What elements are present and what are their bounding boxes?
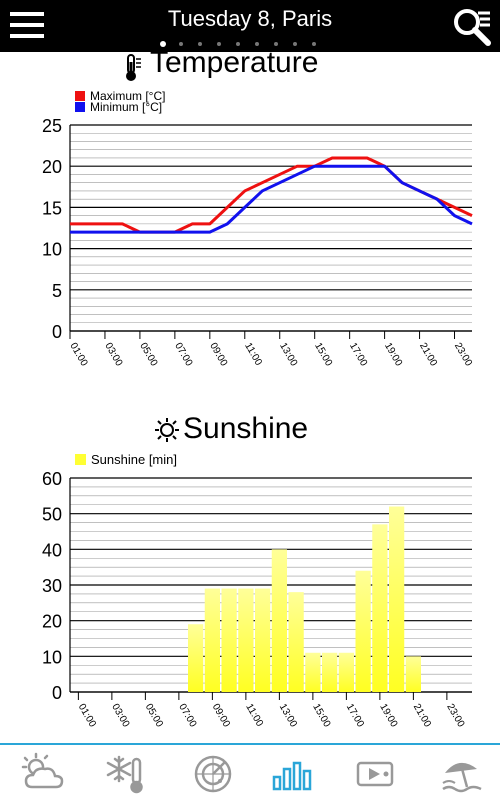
legend-label-min: Minimum [°C] bbox=[90, 100, 162, 114]
x-tick-label: 05:00 bbox=[137, 341, 159, 369]
page-dot bbox=[274, 42, 278, 46]
x-tick-label: 11:00 bbox=[242, 341, 264, 368]
x-tick-label: 09:00 bbox=[207, 341, 229, 369]
y-tick-label: 15 bbox=[42, 198, 62, 218]
x-tick-label: 13:00 bbox=[277, 702, 299, 730]
x-tick-label: 15:00 bbox=[312, 341, 334, 369]
sunshine-bar bbox=[221, 588, 237, 692]
page-dot bbox=[160, 41, 166, 47]
legend-swatch-sunshine bbox=[75, 454, 86, 465]
x-tick-label: 07:00 bbox=[176, 702, 198, 730]
x-tick-label: 05:00 bbox=[143, 702, 165, 730]
page-title: Tuesday 8, Paris bbox=[167, 6, 333, 31]
sun-icon bbox=[155, 418, 179, 442]
sunshine-bar bbox=[389, 506, 405, 692]
nav-weather-icon[interactable] bbox=[18, 751, 68, 797]
sunshine-bar bbox=[288, 592, 304, 692]
y-tick-label: 10 bbox=[42, 240, 62, 260]
y-tick-label: 50 bbox=[42, 505, 62, 525]
y-tick-label: 5 bbox=[52, 281, 62, 301]
menu-icon[interactable] bbox=[10, 10, 44, 40]
series-line-maximum bbox=[70, 156, 473, 234]
top-bar: Tuesday 8, Paris bbox=[0, 0, 500, 52]
y-tick-label: 40 bbox=[42, 540, 62, 560]
y-tick-label: 0 bbox=[52, 322, 62, 342]
legend-swatch-max bbox=[75, 91, 85, 101]
sunshine-bar bbox=[204, 588, 220, 692]
x-tick-label: 11:00 bbox=[243, 702, 265, 729]
legend-swatch-min bbox=[75, 102, 85, 112]
page-dot bbox=[236, 42, 240, 46]
x-tick-label: 01:00 bbox=[76, 702, 98, 730]
y-tick-label: 0 bbox=[52, 683, 62, 703]
x-tick-label: 13:00 bbox=[277, 341, 299, 369]
sunshine-bar bbox=[322, 652, 338, 692]
nav-bar-chart-icon[interactable] bbox=[268, 751, 318, 797]
y-tick-label: 20 bbox=[42, 157, 62, 177]
legend-label-sunshine: Sunshine [min] bbox=[91, 452, 177, 467]
sunshine-title: Sunshine bbox=[183, 412, 309, 445]
sunshine-bar bbox=[255, 588, 271, 692]
x-tick-label: 19:00 bbox=[382, 341, 404, 369]
x-tick-label: 01:00 bbox=[67, 341, 89, 369]
temperature-title: Temperature bbox=[150, 46, 319, 79]
search-icon[interactable] bbox=[452, 6, 492, 46]
x-tick-label: 23:00 bbox=[444, 702, 466, 730]
x-tick-label: 21:00 bbox=[411, 702, 433, 730]
sunshine-bar bbox=[271, 549, 287, 692]
sunshine-bar bbox=[405, 656, 421, 692]
x-tick-label: 07:00 bbox=[172, 341, 194, 369]
sunshine-chart: 0 10 20 30 40 50 60 01:00 03:00 05:00 07:00 09:00 11… bbox=[42, 452, 472, 730]
y-tick-label: 25 bbox=[42, 116, 62, 136]
sunshine-bar bbox=[355, 570, 371, 692]
nav-snow-temperature-icon[interactable] bbox=[103, 751, 153, 797]
nav-video-icon[interactable] bbox=[352, 751, 402, 797]
x-tick-label: 09:00 bbox=[210, 702, 232, 730]
x-tick-label: 21:00 bbox=[417, 341, 439, 369]
page-dot bbox=[255, 42, 259, 46]
sunshine-bar bbox=[372, 524, 388, 692]
page-dot bbox=[293, 42, 297, 46]
y-tick-label: 60 bbox=[42, 469, 62, 489]
sunshine-bar bbox=[188, 624, 204, 692]
temperature-header: Temperature bbox=[0, 46, 500, 82]
x-tick-label: 17:00 bbox=[344, 702, 366, 730]
x-tick-label: 23:00 bbox=[452, 341, 474, 369]
sunshine-bar bbox=[238, 588, 254, 692]
legend-label-max: Maximum [°C] bbox=[90, 89, 165, 103]
page-dot bbox=[312, 42, 316, 46]
nav-beach-icon[interactable] bbox=[437, 751, 487, 797]
page-dot bbox=[217, 42, 221, 46]
y-tick-label: 10 bbox=[42, 647, 62, 667]
thermometer-icon bbox=[126, 54, 141, 81]
x-tick-label: 19:00 bbox=[377, 702, 399, 730]
sunshine-bar bbox=[338, 652, 354, 692]
y-tick-label: 30 bbox=[42, 576, 62, 596]
sunshine-bar bbox=[305, 652, 321, 692]
page-dot bbox=[179, 42, 183, 46]
temperature-chart: 0 5 10 15 20 25 01:00 03:00 05:00 07:00 09:00 11:00… bbox=[42, 89, 474, 369]
x-tick-label: 15:00 bbox=[310, 702, 332, 730]
sunshine-header: Sunshine bbox=[0, 410, 500, 450]
page-dot bbox=[198, 42, 202, 46]
series-line-minimum bbox=[70, 164, 473, 234]
bottom-nav bbox=[0, 743, 500, 802]
x-tick-label: 03:00 bbox=[109, 702, 131, 730]
x-tick-label: 17:00 bbox=[347, 341, 369, 369]
x-tick-label: 03:00 bbox=[102, 341, 124, 369]
y-tick-label: 20 bbox=[42, 612, 62, 632]
nav-radar-icon[interactable] bbox=[188, 751, 238, 797]
